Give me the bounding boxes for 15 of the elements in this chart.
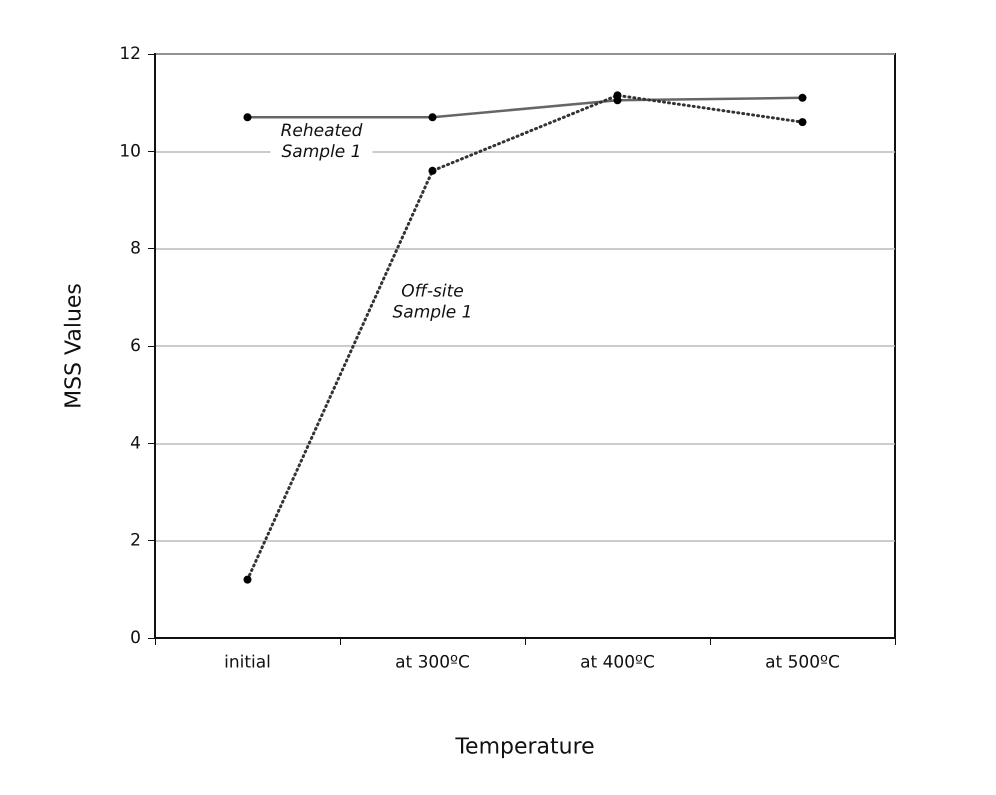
x-axis-title: Temperature <box>454 734 595 760</box>
y-tick-label: 12 <box>119 44 141 64</box>
y-tick-label: 2 <box>130 530 141 551</box>
x-tick-label: at 300ºC <box>395 652 470 672</box>
x-tick-label: at 400ºC <box>580 652 655 672</box>
y-tick-label: 4 <box>130 433 141 454</box>
y-tick-label: 8 <box>130 238 141 259</box>
x-tick-label: initial <box>224 652 271 672</box>
x-tick-label: at 500ºC <box>765 652 840 672</box>
series-label: Reheated Sample 1 <box>280 121 363 162</box>
y-tick-label: 6 <box>130 336 141 356</box>
series-label: Off-site Sample 1 <box>392 282 472 323</box>
y-axis-title: MSS Values <box>62 283 86 409</box>
y-tick-label: 0 <box>130 628 141 648</box>
y-tick-label: 10 <box>119 141 141 162</box>
